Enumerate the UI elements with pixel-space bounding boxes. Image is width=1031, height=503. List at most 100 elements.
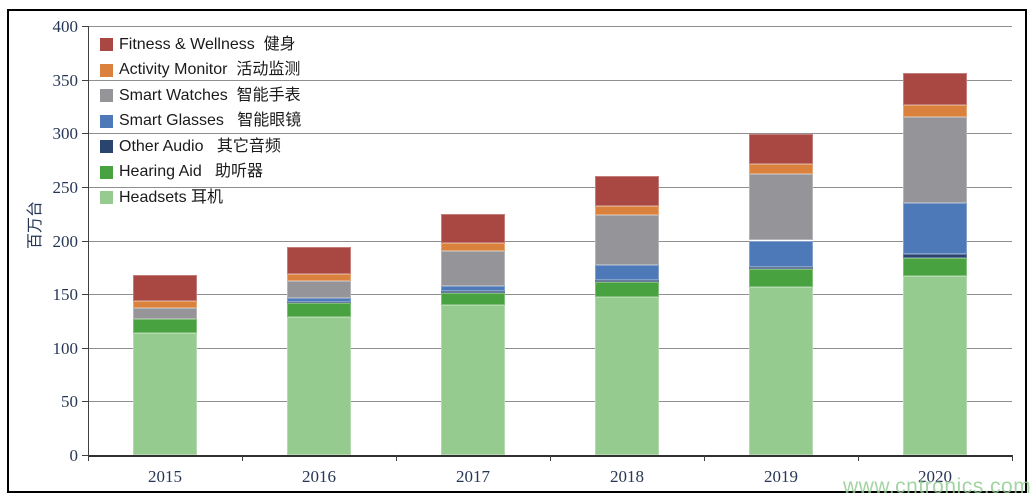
legend-label-smart-watches: Smart Watches 智能手表 xyxy=(119,86,301,104)
gridline-200 xyxy=(88,240,1012,242)
bar-2019-hearing-aid xyxy=(749,269,813,287)
legend-swatch-hearing-aid xyxy=(100,165,113,179)
y-tick-label-350: 350 xyxy=(52,70,79,90)
legend-label-hearing-aid: Hearing Aid 助听器 xyxy=(119,163,264,181)
bar-2020-fitness-wellness xyxy=(903,73,967,106)
gridline-300 xyxy=(88,133,1012,135)
x-tick-label-2015: 2015 xyxy=(148,467,182,486)
x-tick-label-2017: 2017 xyxy=(456,467,490,486)
legend-item-smart-glasses: Smart Glasses 智能眼镜 xyxy=(100,109,301,135)
x-tick-0 xyxy=(88,455,89,461)
bar-2019-other-audio xyxy=(749,267,813,270)
legend-item-activity-monitor: Activity Monitor 活动监测 xyxy=(100,58,301,84)
bar-2017-smart-glasses xyxy=(441,285,505,291)
y-tick-400 xyxy=(82,26,88,27)
legend-label-other-audio: Other Audio 其它音频 xyxy=(119,137,281,155)
chart-frame xyxy=(7,9,1027,493)
gridline-100 xyxy=(88,347,1012,349)
legend-swatch-fitness-wellness xyxy=(100,38,113,52)
bar-2017-hearing-aid xyxy=(441,293,505,305)
bar-2020-hearing-aid xyxy=(903,257,967,276)
bar-2018-fitness-wellness xyxy=(595,176,659,207)
y-tick-label-400: 400 xyxy=(52,17,79,36)
x-tick-5 xyxy=(858,455,859,461)
bar-2020-other-audio xyxy=(903,254,967,258)
x-tick-3 xyxy=(550,455,551,461)
x-tick-label-2016: 2016 xyxy=(302,467,336,486)
bar-2015-fitness-wellness xyxy=(133,274,197,301)
bar-2020-activity-monitor xyxy=(903,105,967,118)
x-tick-6 xyxy=(1012,455,1013,461)
x-tick-4 xyxy=(704,455,705,461)
legend-item-hearing-aid: Hearing Aid 助听器 xyxy=(100,160,301,186)
y-tick-label-150: 150 xyxy=(52,285,79,305)
y-tick-50 xyxy=(82,401,88,403)
bar-2019-smart-watches xyxy=(749,174,813,241)
y-tick-200 xyxy=(82,240,88,242)
bar-2017-fitness-wellness xyxy=(441,213,505,243)
y-tick-label-100: 100 xyxy=(52,338,79,358)
bar-2018-headsets xyxy=(595,297,659,455)
y-tick-label-50: 50 xyxy=(61,392,78,412)
gridline-400 xyxy=(88,26,1012,27)
bar-2016-headsets xyxy=(287,316,351,455)
legend-swatch-headsets xyxy=(100,191,113,205)
y-tick-0 xyxy=(82,455,88,456)
bar-2015-activity-monitor xyxy=(133,300,197,309)
x-tick-label-2019: 2019 xyxy=(764,467,798,486)
legend-swatch-other-audio xyxy=(100,140,113,154)
bar-2015-smart-watches xyxy=(133,308,197,319)
bar-2017-headsets xyxy=(441,304,505,455)
bar-2016-smart-watches xyxy=(287,281,351,299)
x-tick-1 xyxy=(242,455,243,461)
bar-2018-activity-monitor xyxy=(595,206,659,215)
gridline-50 xyxy=(88,401,1012,403)
y-tick-100 xyxy=(82,347,88,349)
y-tick-250 xyxy=(82,186,88,188)
legend: Fitness & Wellness 健身 Activity Monitor 活动… xyxy=(100,32,301,211)
y-axis-line xyxy=(88,26,89,455)
gridline-350 xyxy=(88,79,1012,81)
bar-2016-hearing-aid xyxy=(287,302,351,317)
y-tick-label-250: 250 xyxy=(52,177,79,197)
y-tick-300 xyxy=(82,133,88,135)
bar-2018-hearing-aid xyxy=(595,282,659,298)
x-tick-label-2018: 2018 xyxy=(610,467,644,486)
y-tick-350 xyxy=(82,79,88,81)
bar-2016-smart-glasses xyxy=(287,298,351,302)
legend-swatch-activity-monitor xyxy=(100,63,113,77)
bar-2017-other-audio xyxy=(441,290,505,294)
gridline-250 xyxy=(88,186,1012,188)
legend-item-fitness-wellness: Fitness & Wellness 健身 xyxy=(100,32,301,58)
bar-2016-activity-monitor xyxy=(287,273,351,282)
legend-item-other-audio: Other Audio 其它音频 xyxy=(100,134,301,160)
legend-label-activity-monitor: Activity Monitor 活动监测 xyxy=(119,61,301,79)
bar-2018-smart-glasses xyxy=(595,265,659,281)
y-tick-label-200: 200 xyxy=(52,231,79,251)
y-tick-label-0: 0 xyxy=(69,446,79,465)
x-tick-2 xyxy=(396,455,397,461)
bar-2019-activity-monitor xyxy=(749,164,813,174)
bar-2018-other-audio xyxy=(595,280,659,283)
bar-2019-headsets xyxy=(749,286,813,455)
bar-2016-other-audio xyxy=(287,301,351,303)
bar-2020-smart-watches xyxy=(903,117,967,203)
legend-label-smart-glasses: Smart Glasses 智能眼镜 xyxy=(119,112,302,130)
legend-item-smart-watches: Smart Watches 智能手表 xyxy=(100,83,301,109)
watermark: www.cntronics.com xyxy=(843,475,1031,498)
legend-swatch-smart-watches xyxy=(100,89,113,103)
bar-2020-headsets xyxy=(903,275,967,455)
legend-label-fitness-wellness: Fitness & Wellness 健身 xyxy=(119,35,296,53)
bar-2017-activity-monitor xyxy=(441,242,505,252)
x-tick-label-2020: 2020 xyxy=(918,467,952,486)
gridline-150 xyxy=(88,294,1012,296)
legend-swatch-smart-glasses xyxy=(100,114,113,128)
y-tick-label-300: 300 xyxy=(52,124,79,144)
bar-2015-hearing-aid xyxy=(133,318,197,333)
bar-2017-smart-watches xyxy=(441,251,505,286)
bar-2020-smart-glasses xyxy=(903,202,967,255)
bar-2018-smart-watches xyxy=(595,214,659,266)
legend-item-headsets: Headsets 耳机 xyxy=(100,185,301,211)
bar-2016-fitness-wellness xyxy=(287,246,351,274)
